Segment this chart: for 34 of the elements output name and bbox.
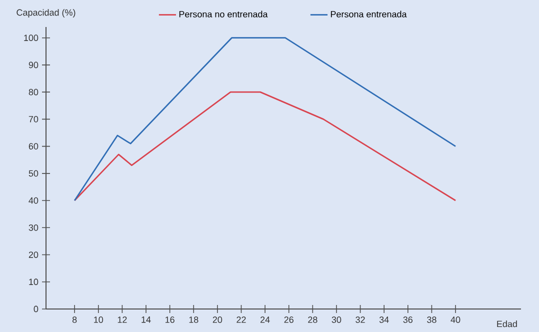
x-tick-label: 40 xyxy=(450,316,460,323)
x-tick-label: 18 xyxy=(189,316,198,323)
x-tick-label: 28 xyxy=(308,316,318,323)
y-tick-label: 100 xyxy=(24,34,38,42)
y-tick-label: 50 xyxy=(28,170,38,177)
line-series xyxy=(74,91,456,202)
legend-label: Persona no entrenada xyxy=(179,10,268,18)
y-tick-label: 70 xyxy=(28,116,38,122)
legend-label: Persona entrenada xyxy=(330,10,407,18)
x-tick-label: 34 xyxy=(379,316,389,323)
y-tick-label: 30 xyxy=(28,224,38,231)
y-tick-label: 20 xyxy=(28,252,38,258)
x-tick-label: 38 xyxy=(427,316,436,323)
y-tick-label: 40 xyxy=(28,197,38,204)
x-tick-label: 12 xyxy=(118,316,127,323)
y-tick-label: 0 xyxy=(34,306,38,312)
y-tick-label: 80 xyxy=(28,88,38,96)
line-series xyxy=(74,37,456,202)
x-tick-label: 8 xyxy=(72,316,77,323)
x-tick-label: 36 xyxy=(403,316,413,323)
x-tick-label: 14 xyxy=(142,316,151,323)
x-tick-label: 32 xyxy=(356,316,365,323)
y-tick-label: 10 xyxy=(29,278,38,286)
x-tick-label: 24 xyxy=(260,316,270,323)
y-tick-label: 60 xyxy=(28,143,38,150)
y-tick-label: 90 xyxy=(28,62,38,68)
x-tick-label: 30 xyxy=(332,316,342,323)
x-axis-title: Edad xyxy=(497,320,517,328)
x-tick-label: 16 xyxy=(166,316,174,323)
y-axis-title: Capacidad (%) xyxy=(16,9,76,18)
x-tick-label: 22 xyxy=(236,316,246,323)
x-tick-label: 20 xyxy=(212,316,222,323)
x-tick-label: 26 xyxy=(284,316,294,323)
x-tick-label: 10 xyxy=(94,316,104,323)
